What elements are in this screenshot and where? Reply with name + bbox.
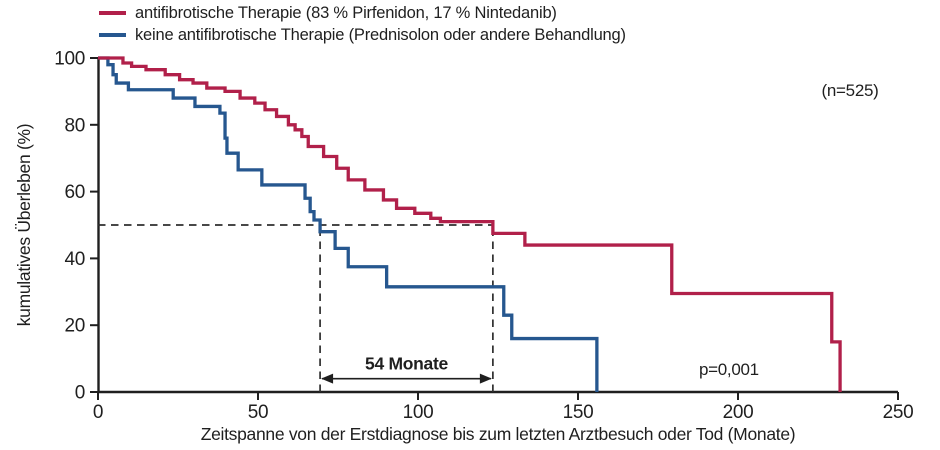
legend: antifibrotische Therapie (83 % Pirfenido… xyxy=(99,2,626,46)
y-axis-tick-label: 0 xyxy=(75,383,85,404)
x-axis-tick-label: 200 xyxy=(723,402,754,423)
x-axis-tick-label: 0 xyxy=(93,402,103,423)
km-curve-antifibrotic-therapy xyxy=(98,56,842,392)
y-axis-tick-label: 20 xyxy=(64,316,85,337)
y-axis-label: kumulatives Überleben (%) xyxy=(14,124,34,327)
legend-item-no-antifibrotic: keine antifibrotische Therapie (Predniso… xyxy=(99,24,626,46)
median-gap-label: 54 Monate xyxy=(365,354,448,374)
p-value-label: p=0,001 xyxy=(699,360,759,379)
legend-item-antifibrotic: antifibrotische Therapie (83 % Pirfenido… xyxy=(99,2,626,24)
x-axis-tick-label: 50 xyxy=(248,402,269,423)
red-line-swatch xyxy=(99,11,126,15)
x-axis-tick-label: 150 xyxy=(563,402,594,423)
x-axis-tick-label: 100 xyxy=(403,402,434,423)
y-axis-tick-label: 100 xyxy=(54,49,85,70)
median-dashed-lines xyxy=(98,224,494,392)
blue-line-swatch xyxy=(99,33,126,37)
y-axis-tick-label: 80 xyxy=(64,115,85,136)
km-curve-no-antifibrotic-therapy xyxy=(98,56,599,392)
x-axis-label: Zeitspanne von der Erstdiagnose bis zum … xyxy=(201,424,796,444)
x-axis-tick-label: 250 xyxy=(883,402,914,423)
sample-size-label: (n=525) xyxy=(822,81,879,100)
y-axis-tick-label: 40 xyxy=(64,249,85,270)
y-axis-tick-label: 60 xyxy=(64,182,85,203)
legend-label-antifibrotic: antifibrotische Therapie (83 % Pirfenido… xyxy=(135,3,557,22)
legend-label-no-antifibrotic: keine antifibrotische Therapie (Predniso… xyxy=(135,25,626,44)
